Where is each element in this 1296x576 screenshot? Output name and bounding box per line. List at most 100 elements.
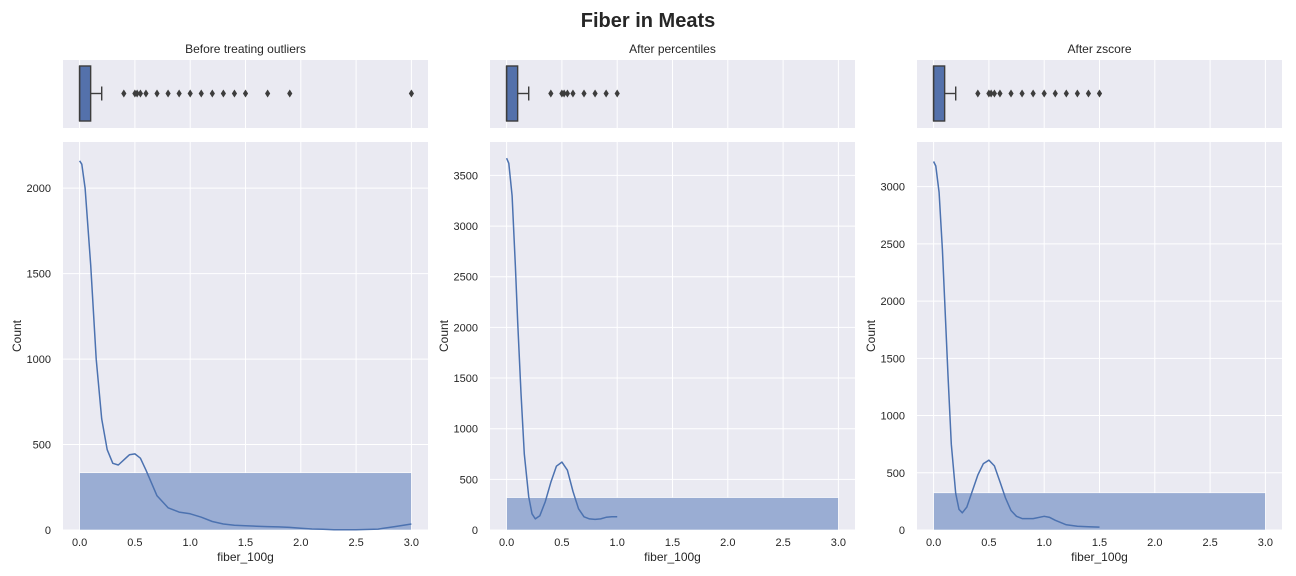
y-tick-label: 1500: [881, 353, 905, 365]
outlier-point: [581, 89, 587, 98]
x-tick-label: 1.0: [183, 537, 198, 549]
figure-title: Fiber in Meats: [581, 10, 715, 32]
outlier-point: [231, 89, 238, 98]
x-tick-label: 0.5: [981, 537, 996, 549]
x-tick-label: 2.0: [720, 537, 735, 549]
y-tick-label: 1500: [454, 373, 478, 385]
outlier-point: [198, 89, 204, 98]
histogram-bar: [506, 497, 839, 531]
x-tick-label: 1.5: [1092, 537, 1107, 549]
x-tick-label: 0.5: [554, 537, 569, 549]
outlier-point: [121, 89, 127, 98]
x-axis-label: fiber_100g: [644, 550, 701, 564]
chart-panel-3: After zscore 0.0 0.5 1.0 1.5 2.0 2.5 3.0 0 500 100…: [864, 42, 1282, 564]
outlier-point: [137, 89, 144, 98]
histogram-bar: [79, 472, 412, 531]
outlier-point: [614, 89, 620, 98]
outlier-point: [1074, 89, 1080, 98]
outlier-point: [592, 89, 598, 98]
y-tick-label: 3000: [454, 221, 478, 233]
y-tick-label: 0: [899, 525, 905, 537]
outlier-point: [134, 89, 140, 98]
outlier-point: [176, 89, 182, 98]
histogram-bar: [933, 492, 1266, 531]
outlier-point: [561, 89, 567, 98]
y-tick-label: 2000: [27, 183, 51, 195]
outlier-point: [242, 89, 249, 98]
x-tick-label: 2.5: [775, 537, 790, 549]
y-tick-label: 0: [472, 525, 478, 537]
outlier-point: [220, 89, 226, 98]
x-tick-label: 1.5: [665, 537, 680, 549]
kde-line: [932, 161, 1100, 528]
x-tick-label: 0.0: [926, 537, 941, 549]
y-tick-label: 2000: [454, 322, 478, 334]
panel-title: After percentiles: [629, 42, 716, 56]
outlier-point: [564, 89, 571, 98]
y-tick-label: 3000: [881, 182, 905, 194]
kde-line: [505, 157, 618, 521]
outlier-point: [1085, 89, 1092, 98]
kde-line: [78, 160, 412, 531]
x-axis-label: fiber_100g: [217, 550, 274, 564]
x-tick-label: 0.0: [72, 537, 87, 549]
box-iqr: [505, 65, 519, 122]
y-tick-label: 500: [460, 474, 478, 486]
outlier-point: [988, 89, 994, 98]
y-tick-label: 2000: [881, 296, 905, 308]
outlier-point: [1052, 89, 1058, 98]
outlier-point: [143, 89, 149, 98]
x-tick-label: 0.0: [499, 537, 514, 549]
outlier-point: [1096, 89, 1103, 98]
panel-title: After zscore: [1067, 42, 1131, 56]
outlier-point: [1008, 89, 1014, 98]
y-tick-label: 1000: [454, 424, 478, 436]
outlier-point: [408, 89, 415, 98]
x-tick-label: 2.5: [1202, 537, 1217, 549]
y-tick-label: 2500: [881, 239, 905, 251]
outlier-point: [1063, 89, 1069, 98]
x-tick-label: 1.0: [1037, 537, 1052, 549]
y-axis-label: Count: [864, 319, 878, 352]
y-tick-label: 3500: [454, 170, 478, 182]
x-axis-label: fiber_100g: [1071, 550, 1128, 564]
x-tick-label: 2.0: [1147, 537, 1162, 549]
outlier-point: [570, 89, 576, 98]
outlier-point: [997, 89, 1003, 98]
y-axis-label: Count: [437, 319, 451, 352]
y-tick-label: 500: [33, 440, 51, 452]
outlier-point: [1019, 89, 1025, 98]
outlier-point: [187, 89, 193, 98]
chart-panel-2: After percentiles 0.0 0.5 1.0 1.5 2.0 2.5 3.0 0 5…: [437, 42, 855, 564]
box-iqr: [932, 65, 946, 122]
y-tick-label: 1000: [881, 411, 905, 423]
outlier-point: [1041, 89, 1047, 98]
y-tick-label: 1500: [27, 269, 51, 281]
y-tick-label: 1000: [27, 354, 51, 366]
x-tick-label: 2.0: [293, 537, 308, 549]
y-tick-label: 500: [887, 468, 905, 480]
x-tick-label: 3.0: [831, 537, 846, 549]
y-tick-label: 0: [45, 525, 51, 537]
box-iqr: [78, 65, 92, 122]
outlier-point: [154, 89, 160, 98]
outlier-point: [991, 89, 998, 98]
panel-title: Before treating outliers: [185, 42, 306, 56]
chart-panel-1: Before treating outliers 0.0 0.5 1.0 1.5 2.0 2…: [10, 42, 428, 564]
outlier-point: [209, 89, 215, 98]
x-tick-label: 1.0: [610, 537, 625, 549]
outlier-point: [165, 89, 171, 98]
x-tick-label: 2.5: [348, 537, 363, 549]
outlier-point: [1030, 89, 1036, 98]
outlier-point: [265, 89, 271, 98]
outlier-point: [975, 89, 981, 98]
outlier-point: [603, 89, 609, 98]
x-tick-label: 3.0: [404, 537, 419, 549]
outlier-point: [287, 89, 293, 98]
y-axis-label: Count: [10, 319, 24, 352]
x-tick-label: 3.0: [1258, 537, 1273, 549]
x-tick-label: 0.5: [127, 537, 142, 549]
panels: Before treating outliers 0.0 0.5 1.0 1.5 2.0 2…: [10, 42, 1282, 564]
y-tick-label: 2500: [454, 272, 478, 284]
